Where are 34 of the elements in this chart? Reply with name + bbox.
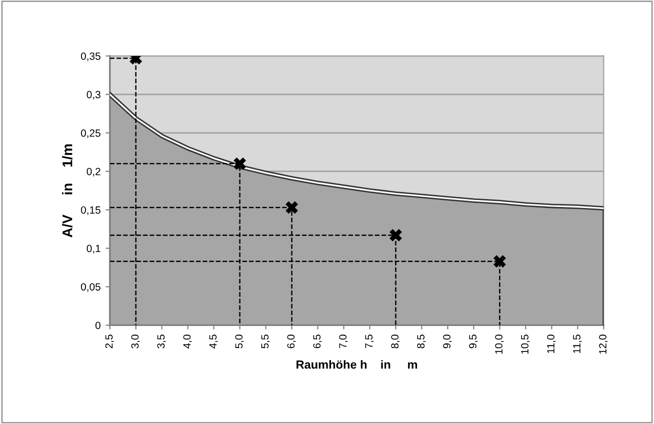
x-tick-label: 3,0 [131, 334, 140, 348]
y-tick-label: 0,3 [86, 90, 100, 100]
y-axis-title: A/V in 1/m [62, 144, 72, 238]
x-tick-label: 2,5 [105, 334, 114, 348]
x-tick-label: 5,5 [261, 334, 270, 348]
x-tick-label: 9,0 [443, 334, 452, 348]
x-tick-label: 12,0 [599, 334, 608, 354]
point [493, 255, 506, 268]
y-tick-label: 0,25 [80, 129, 100, 138]
x-tick-label: 6,5 [313, 334, 322, 348]
x-tick-label: 10,5 [521, 334, 530, 354]
y-tick-label: 0,1 [86, 244, 100, 254]
y-tick-label: 0,15 [80, 206, 100, 215]
y-tick-label: 0,2 [86, 168, 100, 176]
x-tick-label: 10,0 [495, 334, 504, 354]
y-tick-label: 0,05 [80, 283, 100, 292]
x-tick-label: 8,0 [391, 334, 400, 348]
x-tick-label: 11,0 [547, 334, 556, 353]
x-tick-label: 7,0 [339, 334, 348, 348]
y-tick-label: 0,35 [80, 52, 100, 62]
x-axis-title: Raumhöhe h in m [296, 360, 418, 369]
point [390, 228, 402, 242]
x-tick-label: 4,0 [183, 334, 192, 348]
point [234, 157, 246, 170]
x-tick-label: 8,5 [417, 334, 426, 348]
x-tick-label: 4,5 [209, 334, 218, 348]
x-tick-label: 3,5 [157, 334, 166, 348]
x-tick-label: 11,5 [573, 334, 582, 353]
x-tick-label: 6,0 [287, 334, 296, 348]
x-tick-label: 7,5 [365, 334, 374, 348]
point [286, 201, 298, 214]
x-tick-label: 9,5 [469, 334, 478, 348]
x-tick-label: 5,0 [235, 334, 244, 348]
y-tick-label: 0 [95, 322, 100, 330]
